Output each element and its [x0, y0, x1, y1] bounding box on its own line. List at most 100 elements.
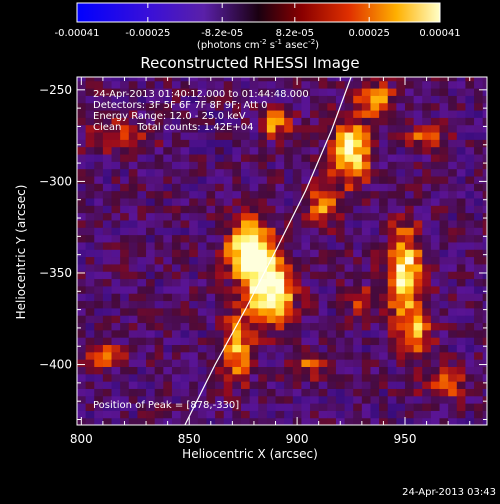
heatmap-cell [189, 359, 199, 367]
heatmap-cell [180, 102, 190, 111]
heatmap-cell [430, 77, 441, 82]
heatmap-cell [301, 168, 311, 177]
heatmap-cell [448, 344, 458, 353]
heatmap-cell [430, 322, 441, 331]
heatmap-cell [413, 146, 423, 155]
heatmap-cell [137, 241, 147, 250]
heatmap-cell [258, 219, 268, 228]
heatmap-cell [456, 183, 467, 192]
heatmap-cell [163, 285, 173, 294]
heatmap-cell [258, 249, 268, 258]
heatmap-cell [258, 77, 268, 82]
heatmap-cell [111, 249, 121, 258]
heatmap-cell [275, 403, 285, 411]
heatmap-cell [171, 256, 182, 265]
heatmap-cell [387, 109, 397, 118]
heatmap-cell [120, 205, 130, 214]
heatmap-cell [154, 95, 164, 104]
heatmap-cell [102, 395, 113, 404]
heatmap-cell [413, 168, 423, 177]
heatmap-cell [361, 359, 372, 367]
heatmap-cell [215, 168, 225, 177]
heatmap-cell [413, 102, 423, 111]
heatmap-cell [474, 388, 484, 397]
heatmap-cell [482, 351, 487, 360]
heatmap-cell [102, 285, 113, 294]
heatmap-cell [327, 219, 337, 228]
heatmap-cell [474, 102, 484, 111]
heatmap-cell [197, 395, 208, 404]
heatmap-cell [301, 190, 311, 199]
heatmap-cell [361, 212, 372, 221]
heatmap-cell [465, 234, 475, 243]
heatmap-cell [128, 197, 139, 206]
heatmap-cell [232, 241, 242, 250]
heatmap-cell [387, 307, 397, 316]
heatmap-cell [128, 102, 139, 111]
heatmap-cell [180, 109, 190, 118]
heatmap-cell [439, 87, 449, 96]
heatmap-cell [120, 241, 130, 250]
heatmap-cell [180, 183, 190, 192]
heatmap-cell [163, 410, 173, 419]
heatmap-cell [301, 373, 311, 382]
heatmap-cell [146, 249, 156, 258]
heatmap-cell [379, 212, 389, 221]
heatmap-cell [422, 388, 432, 397]
heatmap-cell [465, 219, 475, 228]
heatmap-cell [335, 212, 346, 221]
heatmap-cell [284, 307, 294, 316]
heatmap-cell [223, 403, 233, 411]
heatmap-cell [361, 168, 372, 177]
colorbar-unit: (photons cm-2 s-1 asec-2) [197, 38, 319, 51]
heatmap-cell [249, 212, 259, 221]
heatmap-cell [422, 307, 432, 316]
heatmap-cell [111, 241, 121, 250]
heatmap-cell [275, 388, 285, 397]
heatmap-cell [353, 168, 363, 177]
heatmap-cell [94, 344, 104, 353]
heatmap-cell [284, 131, 294, 140]
heatmap-cell [128, 153, 139, 162]
heatmap-cell [370, 183, 380, 192]
heatmap-cell [77, 249, 87, 258]
heatmap-cell [465, 322, 475, 331]
heatmap-cell [318, 102, 328, 111]
heatmap-cell [344, 293, 354, 302]
heatmap-cell [482, 410, 487, 419]
heatmap-cell [430, 219, 441, 228]
heatmap-cell [275, 271, 285, 280]
heatmap-cell [189, 77, 199, 82]
heatmap-cell [396, 300, 406, 309]
heatmap-cell [85, 227, 95, 236]
heatmap-cell [405, 388, 415, 397]
heatmap-cell [215, 234, 225, 243]
heatmap-cell [292, 212, 303, 221]
heatmap-cell [137, 388, 147, 397]
heatmap-cell [465, 87, 475, 96]
heatmap-cell [266, 263, 277, 272]
heatmap-cell [102, 271, 113, 280]
heatmap-cell [465, 102, 475, 111]
heatmap-cell [266, 109, 277, 118]
heatmap-cell [266, 337, 277, 346]
heatmap-cell [241, 366, 251, 375]
heatmap-cell [430, 263, 441, 272]
heatmap-cell [258, 183, 268, 192]
heatmap-cell [223, 212, 233, 221]
heatmap-cell [241, 234, 251, 243]
heatmap-cell [94, 351, 104, 360]
heatmap-cell [292, 366, 303, 375]
heatmap-cell [163, 249, 173, 258]
heatmap-cell [171, 300, 182, 309]
heatmap-cell [361, 388, 372, 397]
heatmap-cell [370, 168, 380, 177]
heatmap-cell [77, 278, 87, 287]
heatmap-cell [258, 344, 268, 353]
heatmap-cell [215, 205, 225, 214]
heatmap-cell [171, 219, 182, 228]
heatmap-cell [344, 410, 354, 419]
heatmap-cell [327, 373, 337, 382]
heatmap-cell [111, 395, 121, 404]
heatmap-cell [180, 366, 190, 375]
